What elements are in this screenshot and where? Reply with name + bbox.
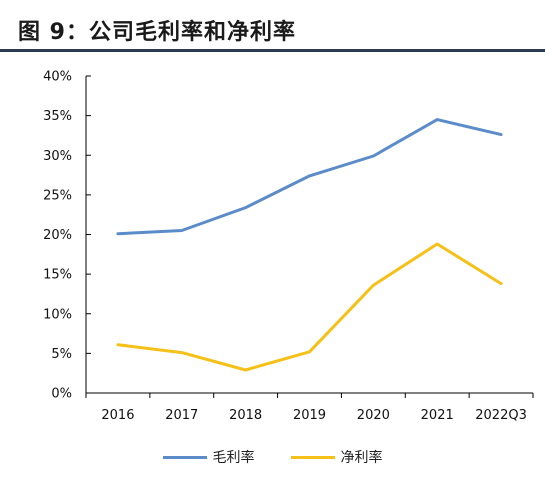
y-tick-label: 5%: [51, 347, 72, 362]
legend-item-net-margin: 净利率: [290, 447, 383, 467]
title-underline: [0, 49, 545, 52]
chart-series: [116, 118, 503, 372]
legend-label-gross-margin: 毛利率: [212, 450, 255, 466]
y-tick-label: 35%: [43, 109, 72, 124]
x-tick-label: 2020: [357, 408, 390, 423]
legend-swatch-net-margin: [290, 455, 335, 459]
legend-swatch-gross-margin: [162, 455, 207, 459]
y-tick-label: 25%: [43, 188, 72, 203]
legend-item-gross-margin: 毛利率: [162, 447, 255, 467]
series-line-net-margin: [116, 242, 503, 372]
y-tick-label: 40%: [43, 70, 72, 85]
y-tick-label: 30%: [43, 149, 72, 164]
y-tick-label: 0%: [51, 387, 72, 402]
y-tick-label: 15%: [43, 268, 72, 283]
chart-title: 图 9：公司毛利率和净利率: [18, 20, 296, 45]
legend-label-net-margin: 净利率: [340, 450, 383, 466]
x-tick-label: 2018: [229, 408, 262, 423]
y-tick-label: 10%: [43, 307, 72, 322]
x-tick-label: 2021: [421, 408, 454, 423]
series-line-gross-margin: [116, 118, 503, 236]
x-tick-label: 2017: [165, 408, 198, 423]
y-tick-label: 20%: [43, 228, 72, 243]
chart-axes: 0% 5% 10% 15% 20% 25% 30% 35% 40% 2016 2017 2018 201…: [43, 70, 534, 423]
x-tick-label: 2022Q3: [475, 408, 527, 423]
x-tick-label: 2019: [293, 408, 326, 423]
x-tick-label: 2016: [101, 408, 134, 423]
chart-legend: 毛利率 净利率: [0, 447, 545, 467]
